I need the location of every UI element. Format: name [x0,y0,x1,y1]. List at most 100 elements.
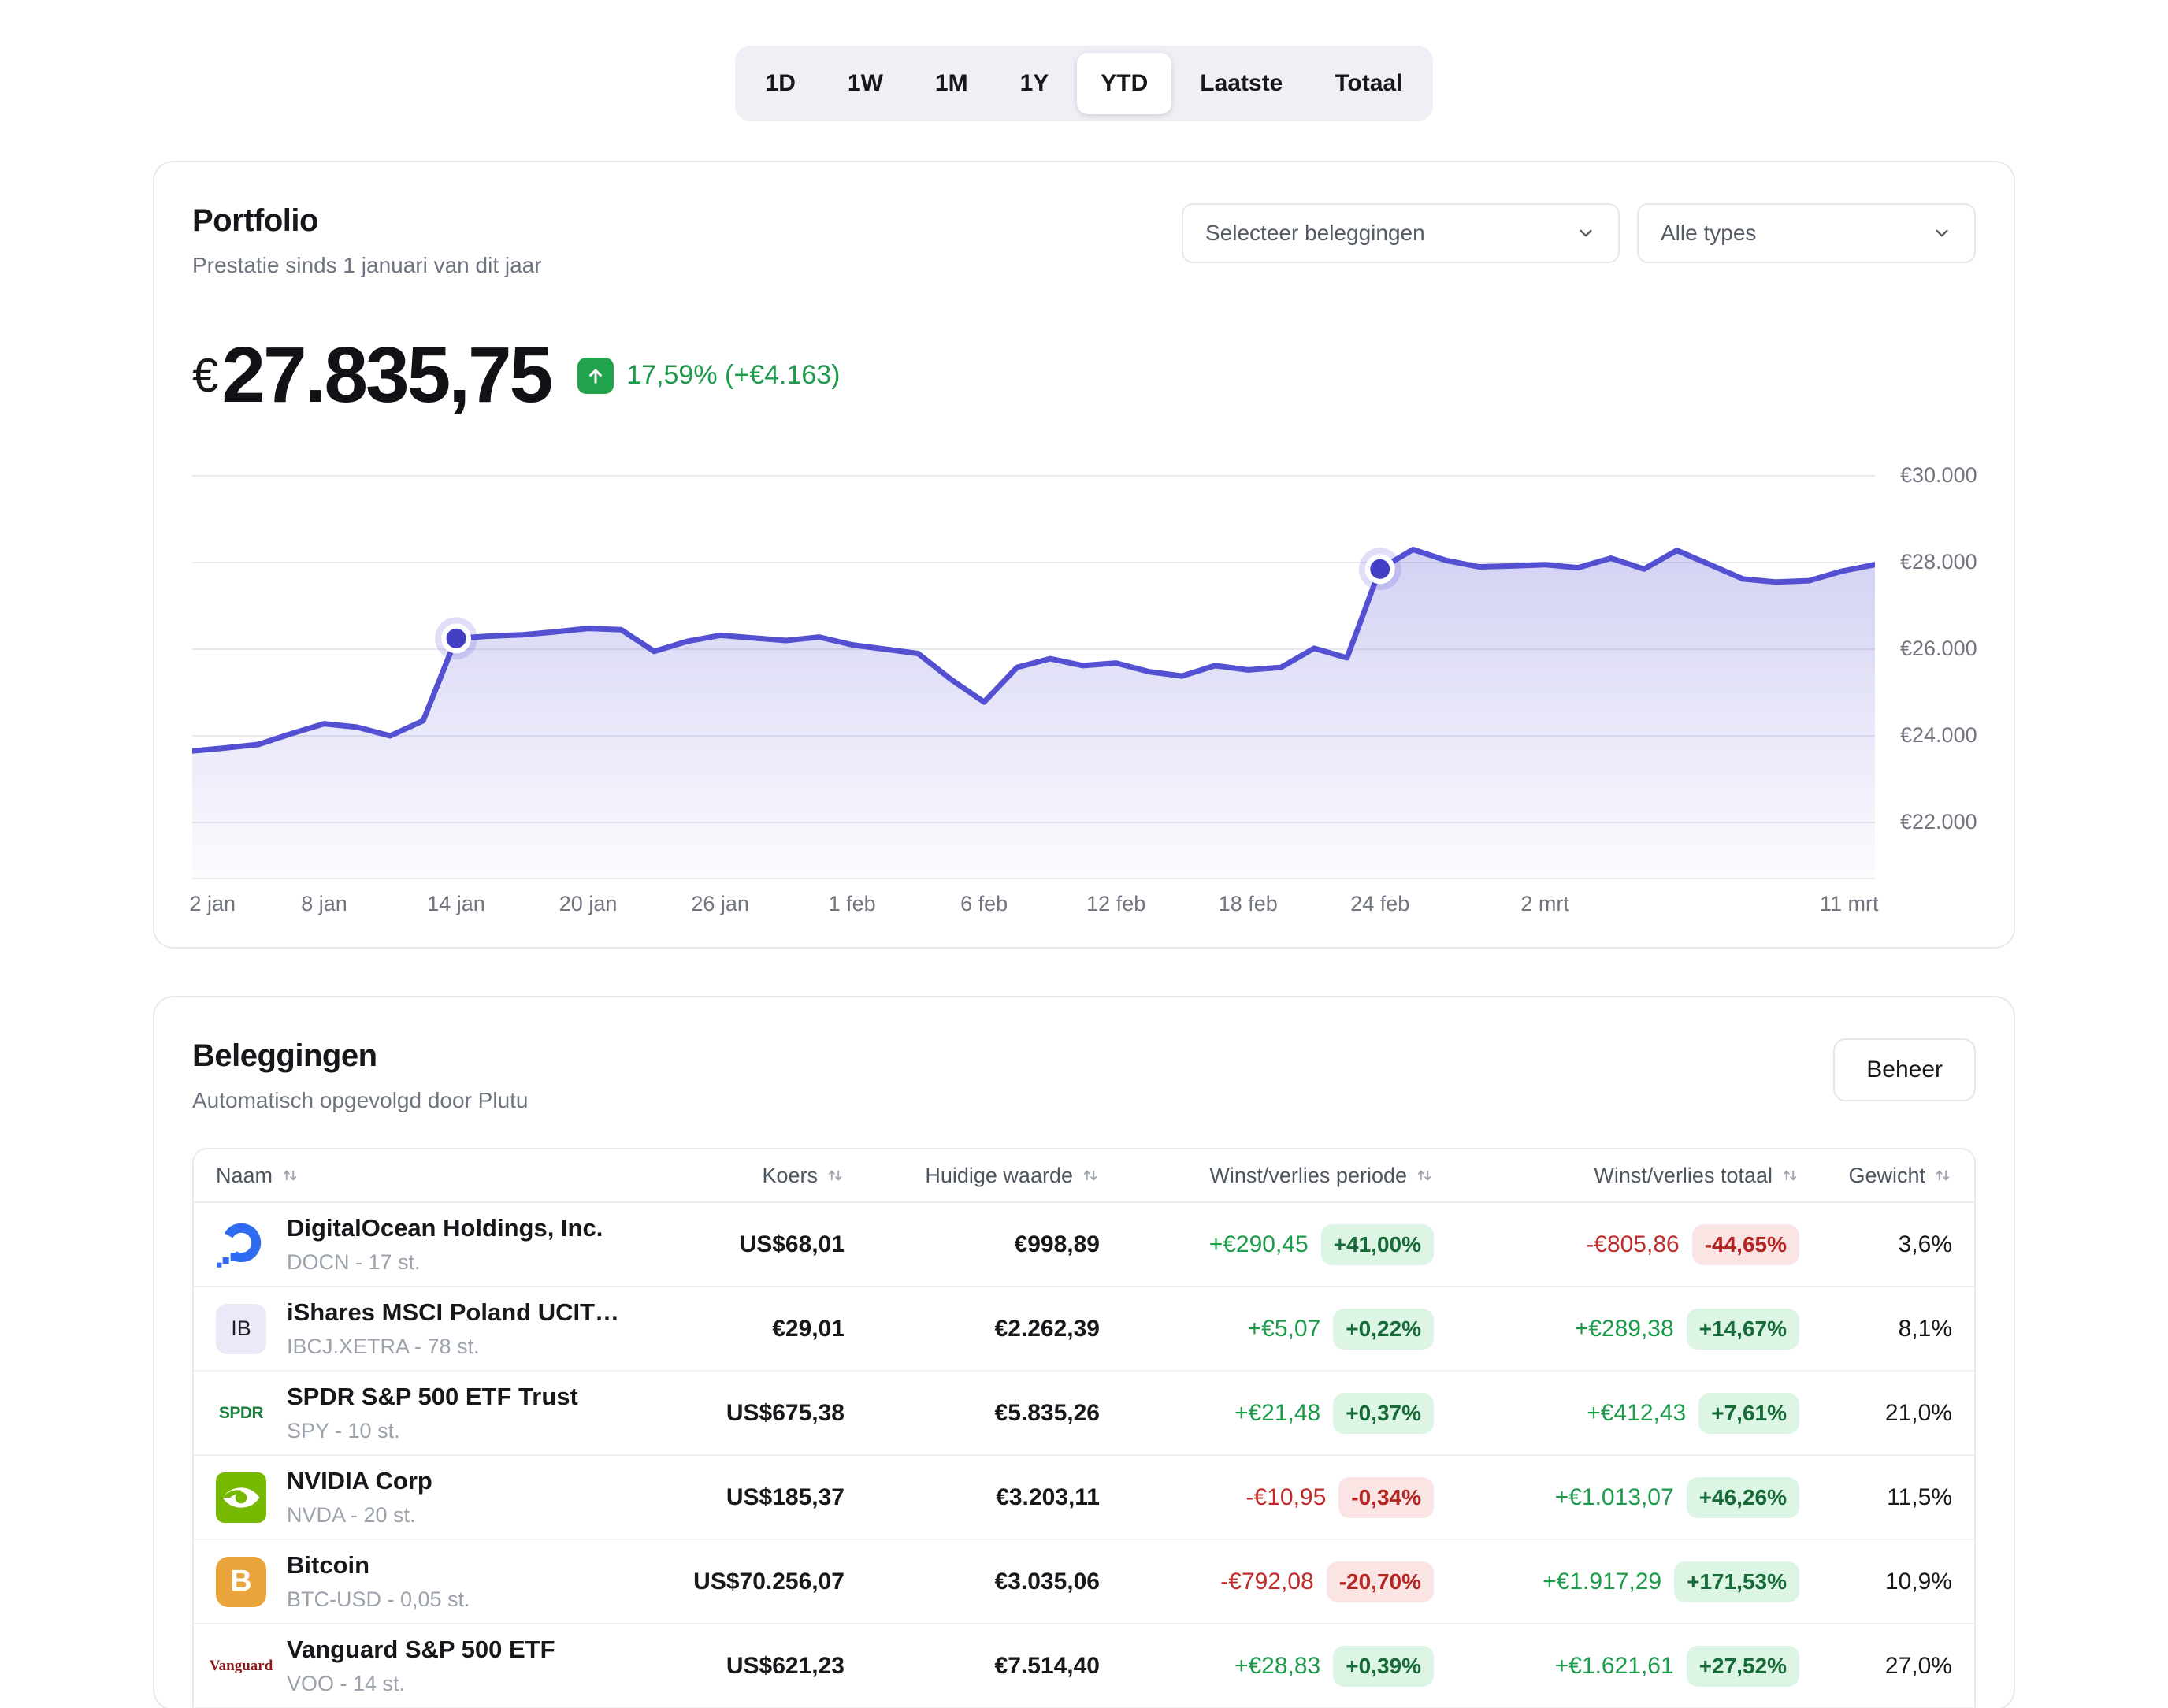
chart-line [192,547,1875,754]
tab-1y[interactable]: 1Y [997,53,1073,114]
portfolio-title: Portfolio [192,203,318,238]
y-axis-label: €28.000 [1900,550,1977,574]
koers-value: US$621,23 [726,1652,845,1679]
tab-totaal[interactable]: Totaal [1311,53,1426,114]
x-axis-label: 1 feb [828,892,876,915]
gewicht-value: 27,0% [1884,1652,1952,1679]
winst-verlies-amount: +€290,45 [1208,1231,1309,1257]
gewicht-value: 8,1% [1898,1315,1952,1342]
beheer-button[interactable]: Beheer [1833,1038,1976,1101]
tab-1m[interactable]: 1M [911,53,992,114]
portfolio-change: 17,59% (+€4.163) [626,360,841,390]
portfolio-value-row: € 27.835,75 17,59% (+€4.163) [192,330,1976,421]
winst-verlies-percent-badge: -20,70% [1326,1561,1434,1602]
column-label: Winst/verlies periode [1209,1163,1407,1187]
column-header-winst-verlies-periode[interactable]: Winst/verlies periode [1119,1164,1434,1188]
column-header-naam[interactable]: Naam [216,1164,629,1188]
table-row[interactable]: DigitalOcean Holdings, Inc. DOCN - 17 st.… [194,1203,1974,1287]
winst-verlies-amount: +€289,38 [1574,1315,1674,1342]
winst-verlies-amount: +€28,83 [1234,1652,1321,1679]
gewicht-value: 21,0% [1884,1399,1952,1426]
column-label: Winst/verlies totaal [1594,1163,1773,1187]
x-axis-label: 20 jan [559,892,618,915]
select-beleggingen[interactable]: Selecteer beleggingen [1182,203,1620,263]
chevron-down-icon [1580,229,1592,237]
winst-verlies-amount: +€1.621,61 [1554,1652,1674,1679]
select-alle-types[interactable]: Alle types [1637,203,1976,263]
winst-verlies-amount: +€412,43 [1587,1399,1687,1426]
winst-verlies-amount: +€1.013,07 [1554,1483,1674,1510]
holding-ticker: SPY - 10 st. [287,1419,400,1443]
winst-verlies-percent-badge: +14,67% [1686,1308,1799,1350]
x-axis-label: 8 jan [301,892,347,915]
winst-verlies-percent-badge: +7,61% [1698,1392,1799,1434]
portfolio-card: Portfolio Prestatie sinds 1 januari van … [153,161,2015,949]
huidige-waarde-value: €3.035,06 [994,1568,1100,1595]
holding-ticker: BTC-USD - 0,05 st. [287,1587,470,1611]
tab-ytd[interactable]: YTD [1077,53,1172,114]
huidige-waarde-value: €5.835,26 [994,1399,1100,1426]
ishares-icon: IB [216,1303,266,1354]
page: 1D 1W 1M 1Y YTD Laatste Totaal Portfolio Prest… [153,46,2015,1708]
chart-filters: Selecteer beleggingen Alle types [1182,203,1976,263]
winst-verlies-amount: -€792,08 [1220,1568,1314,1595]
gewicht-value: 3,6% [1898,1231,1952,1257]
holdings-table-header: Naam Koers Huidige waarde Winst/verlies per… [194,1149,1974,1203]
winst-verlies-percent-badge: -44,65% [1691,1223,1799,1265]
chart-canvas[interactable] [192,470,1875,879]
table-row[interactable]: Vanguard Vanguard S&P 500 ETF VOO - 14 st.… [194,1624,1974,1708]
column-header-koers[interactable]: Koers [648,1164,845,1188]
tab-laatste[interactable]: Laatste [1176,53,1306,114]
huidige-waarde-value: €2.262,39 [994,1315,1100,1342]
y-axis-label: €30.000 [1900,463,1977,487]
x-axis-label: 2 jan [189,892,236,915]
koers-value: US$70.256,07 [693,1568,845,1595]
portfolio-chart[interactable]: €30.000 €28.000 €26.000 €24.000 €22.000 2 ja… [189,463,1977,917]
winst-verlies-amount: +€21,48 [1234,1399,1321,1426]
column-header-huidige-waarde[interactable]: Huidige waarde [863,1164,1100,1188]
portfolio-total-value: 27.835,75 [221,331,553,419]
koers-value: US$185,37 [726,1483,845,1510]
sort-icon [283,1170,297,1181]
winst-verlies-percent-badge: +171,53% [1674,1561,1799,1602]
column-header-winst-verlies-totaal[interactable]: Winst/verlies totaal [1453,1164,1799,1188]
chart-marker[interactable] [1358,548,1401,591]
x-axis-label: 26 jan [691,892,749,915]
huidige-waarde-value: €7.514,40 [994,1652,1100,1679]
column-label: Koers [762,1163,818,1187]
portfolio-subtitle: Prestatie sinds 1 januari van dit jaar [192,253,542,277]
x-axis-label: 2 mrt [1520,892,1569,915]
column-header-gewicht[interactable]: Gewicht [1818,1164,1952,1188]
vanguard-icon: Vanguard [209,1657,273,1674]
winst-verlies-percent-badge: +0,39% [1333,1645,1434,1687]
table-row[interactable]: B Bitcoin BTC-USD - 0,05 st. US$70.256,07 €3… [194,1540,1974,1624]
holdings-table-body: DigitalOcean Holdings, Inc. DOCN - 17 st.… [194,1203,1974,1708]
tab-1w[interactable]: 1W [824,53,907,114]
holdings-table: Naam Koers Huidige waarde Winst/verlies per… [192,1148,1976,1708]
holding-name: DigitalOcean Holdings, Inc. [287,1214,603,1242]
holdings-title: Beleggingen [192,1038,377,1073]
huidige-waarde-value: €3.203,11 [996,1483,1100,1510]
chart-marker[interactable] [435,617,478,660]
holding-name: SPDR S&P 500 ETF Trust [287,1383,578,1410]
currency-symbol: € [192,349,219,402]
x-axis-label: 12 feb [1086,892,1146,915]
holding-ticker: IBCJ.XETRA - 78 st. [287,1335,480,1358]
tab-1d[interactable]: 1D [742,53,819,114]
table-row[interactable]: NVIDIA Corp NVDA - 20 st. US$185,37 €3.203,… [194,1456,1974,1540]
select-beleggingen-label: Selecteer beleggingen [1205,221,1425,245]
table-row[interactable]: IB iShares MSCI Poland UCITS ETF USD (Acc… [194,1287,1974,1372]
holding-name: iShares MSCI Poland UCITS ETF USD (Acc) … [287,1298,629,1326]
holding-ticker: VOO - 14 st. [287,1672,406,1695]
sort-icon [1936,1170,1950,1181]
winst-verlies-percent-badge: +0,22% [1333,1308,1434,1350]
table-row[interactable]: SPDR SPDR S&P 500 ETF Trust SPY - 10 st. US… [194,1372,1974,1456]
huidige-waarde-value: €998,89 [1014,1231,1100,1257]
holding-name: NVIDIA Corp [287,1467,432,1494]
select-alle-types-label: Alle types [1661,221,1757,245]
y-axis-label: €22.000 [1900,810,1977,834]
bitcoin-icon: B [216,1556,266,1607]
trend-up-icon [577,357,614,394]
winst-verlies-percent-badge: +41,00% [1320,1223,1434,1265]
y-axis-label: €24.000 [1900,723,1977,747]
